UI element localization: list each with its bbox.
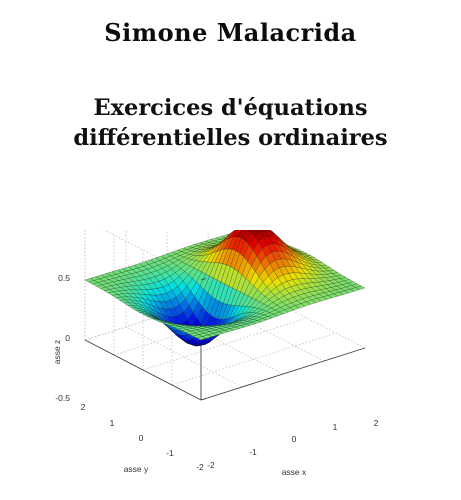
y-tick-0: 0	[139, 433, 144, 443]
z-axis-ticks: 0.5 0 -0.5	[55, 273, 70, 403]
x-tick-0: 0	[292, 434, 297, 444]
x-axis-label: asse x	[282, 467, 307, 477]
axes-front-edges	[200, 278, 207, 401]
x-tick-neg1: -1	[249, 447, 257, 457]
z-tick-neg0.5: -0.5	[55, 393, 70, 403]
x-axis-ticks: -2 -1 0 1 2	[207, 418, 378, 470]
y-tick-neg2: -2	[196, 462, 204, 472]
y-tick-neg1: -1	[166, 448, 174, 458]
x-tick-1: 1	[333, 422, 338, 432]
x-tick-neg2: -2	[207, 460, 215, 470]
z-tick-0: 0	[65, 333, 70, 343]
title-line-2: différentielles ordinaires	[73, 125, 388, 151]
z-axis-label: asse z	[52, 340, 62, 365]
y-tick-2: 2	[81, 402, 86, 412]
surface-plot-figure: 0.5 0 -0.5 asse z 2 1 0 -1 -2 asse y -2 …	[0, 230, 461, 500]
surface-patch	[355, 285, 366, 290]
surface-mesh	[84, 230, 366, 347]
z-tick-0.5: 0.5	[58, 273, 70, 283]
book-title: Exercices d'équations différentielles or…	[0, 93, 461, 153]
x-tick-2: 2	[374, 418, 379, 428]
surface-plot: 0.5 0 -0.5 asse z 2 1 0 -1 -2 asse y -2 …	[52, 230, 379, 477]
y-axis-ticks: 2 1 0 -1 -2	[81, 402, 204, 472]
title-line-1: Exercices d'équations	[93, 95, 368, 121]
surface-patch	[248, 230, 253, 233]
y-axis-label: asse y	[124, 464, 149, 474]
y-tick-1: 1	[110, 418, 115, 428]
surface-patch	[231, 230, 236, 233]
author-name: Simone Malacrida	[104, 18, 357, 47]
